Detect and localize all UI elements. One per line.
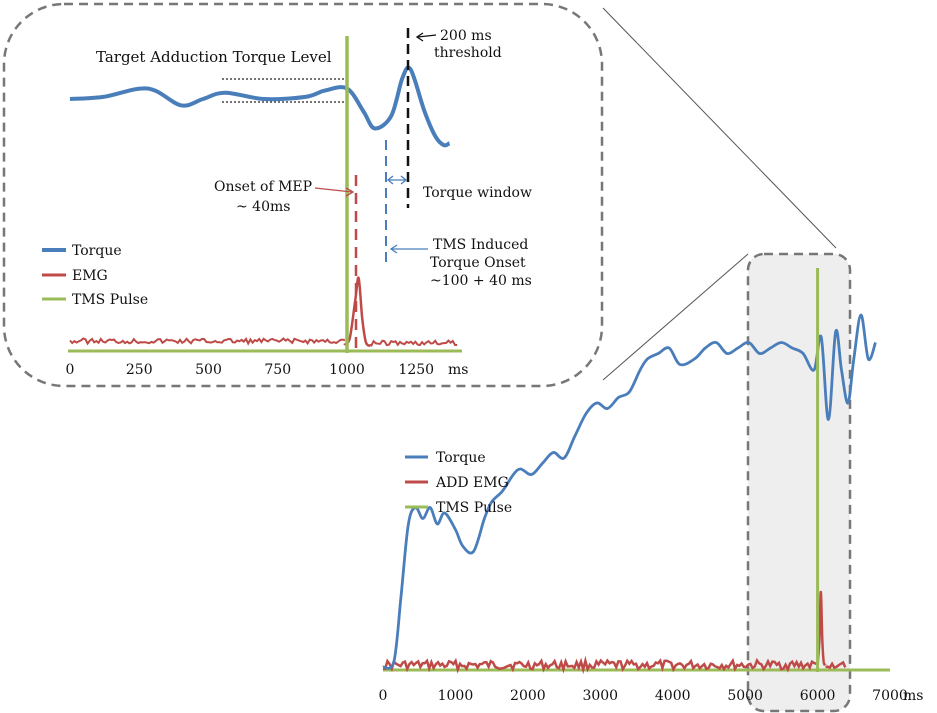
threshold-label-1: 200 ms — [440, 28, 492, 44]
inset-legend-torque-label: Torque — [72, 243, 122, 259]
main-x-tick-3000: 3000 — [582, 688, 618, 704]
zoom-connector-bottom — [602, 253, 749, 381]
inset-emg-baseline — [69, 337, 458, 347]
main-legend: Torque ADD EMG TMS Pulse — [405, 450, 512, 516]
main-chart: 0 1000 2000 3000 4000 5000 6000 7000 ms Torque … — [379, 252, 923, 713]
main-x-tick-2000: 2000 — [510, 688, 546, 704]
main-x-tick-labels: 0 1000 2000 3000 4000 5000 6000 7000 — [379, 688, 908, 704]
main-x-tick-1000: 1000 — [438, 688, 474, 704]
inset-legend-tms-label: TMS Pulse — [72, 292, 148, 308]
torque-onset-label-2: Torque Onset — [430, 255, 526, 271]
inset-x-tick-labels: 0 250 500 750 1000 1250 — [66, 362, 435, 378]
mep-onset-label-1: Onset of MEP — [214, 179, 312, 195]
inset-chart: Target Adduction Torque Level 0 250 500 750… — [2, 2, 604, 388]
threshold-label-2: threshold — [434, 45, 502, 61]
threshold-arrow — [415, 32, 437, 42]
torque-onset-label-1: TMS Induced — [433, 237, 528, 253]
inset-x-tick-1000: 1000 — [329, 362, 365, 378]
main-legend-tms-label: TMS Pulse — [436, 500, 512, 516]
inset-title: Target Adduction Torque Level — [96, 48, 332, 66]
inset-frame — [2, 2, 604, 388]
inset-x-tick-0: 0 — [66, 362, 75, 378]
torque-window-label: Torque window — [423, 185, 532, 201]
inset-x-tick-750: 750 — [264, 362, 291, 378]
inset-x-unit-label: ms — [448, 362, 468, 378]
mep-onset-arrow — [314, 187, 355, 197]
zoom-highlight-window — [746, 252, 852, 713]
torque-onset-arrow — [389, 244, 428, 254]
inset-legend: Torque EMG TMS Pulse — [42, 243, 148, 308]
inset-x-tick-250: 250 — [126, 362, 153, 378]
inset-x-tick-1250: 1250 — [398, 362, 434, 378]
main-x-tick-4000: 4000 — [655, 688, 691, 704]
inset-emg-line — [343, 276, 372, 348]
main-emg-line — [382, 590, 847, 675]
main-legend-emg-label: ADD EMG — [435, 475, 509, 491]
zoom-connector-top — [602, 7, 837, 249]
inset-x-tick-500: 500 — [195, 362, 222, 378]
main-x-tick-6000: 6000 — [800, 688, 836, 704]
main-legend-torque-label: Torque — [436, 450, 486, 466]
mep-onset-label-2: ~ 40ms — [236, 199, 290, 215]
inset-legend-emg-label: EMG — [72, 268, 108, 284]
main-x-tick-0: 0 — [379, 688, 388, 704]
main-x-tick-5000: 5000 — [727, 688, 763, 704]
torque-window-arrow — [386, 175, 408, 185]
main-x-tick-7000: 7000 — [872, 688, 908, 704]
main-x-unit-label: ms — [903, 688, 923, 704]
torque-onset-label-3: ~100 + 40 ms — [430, 273, 532, 289]
